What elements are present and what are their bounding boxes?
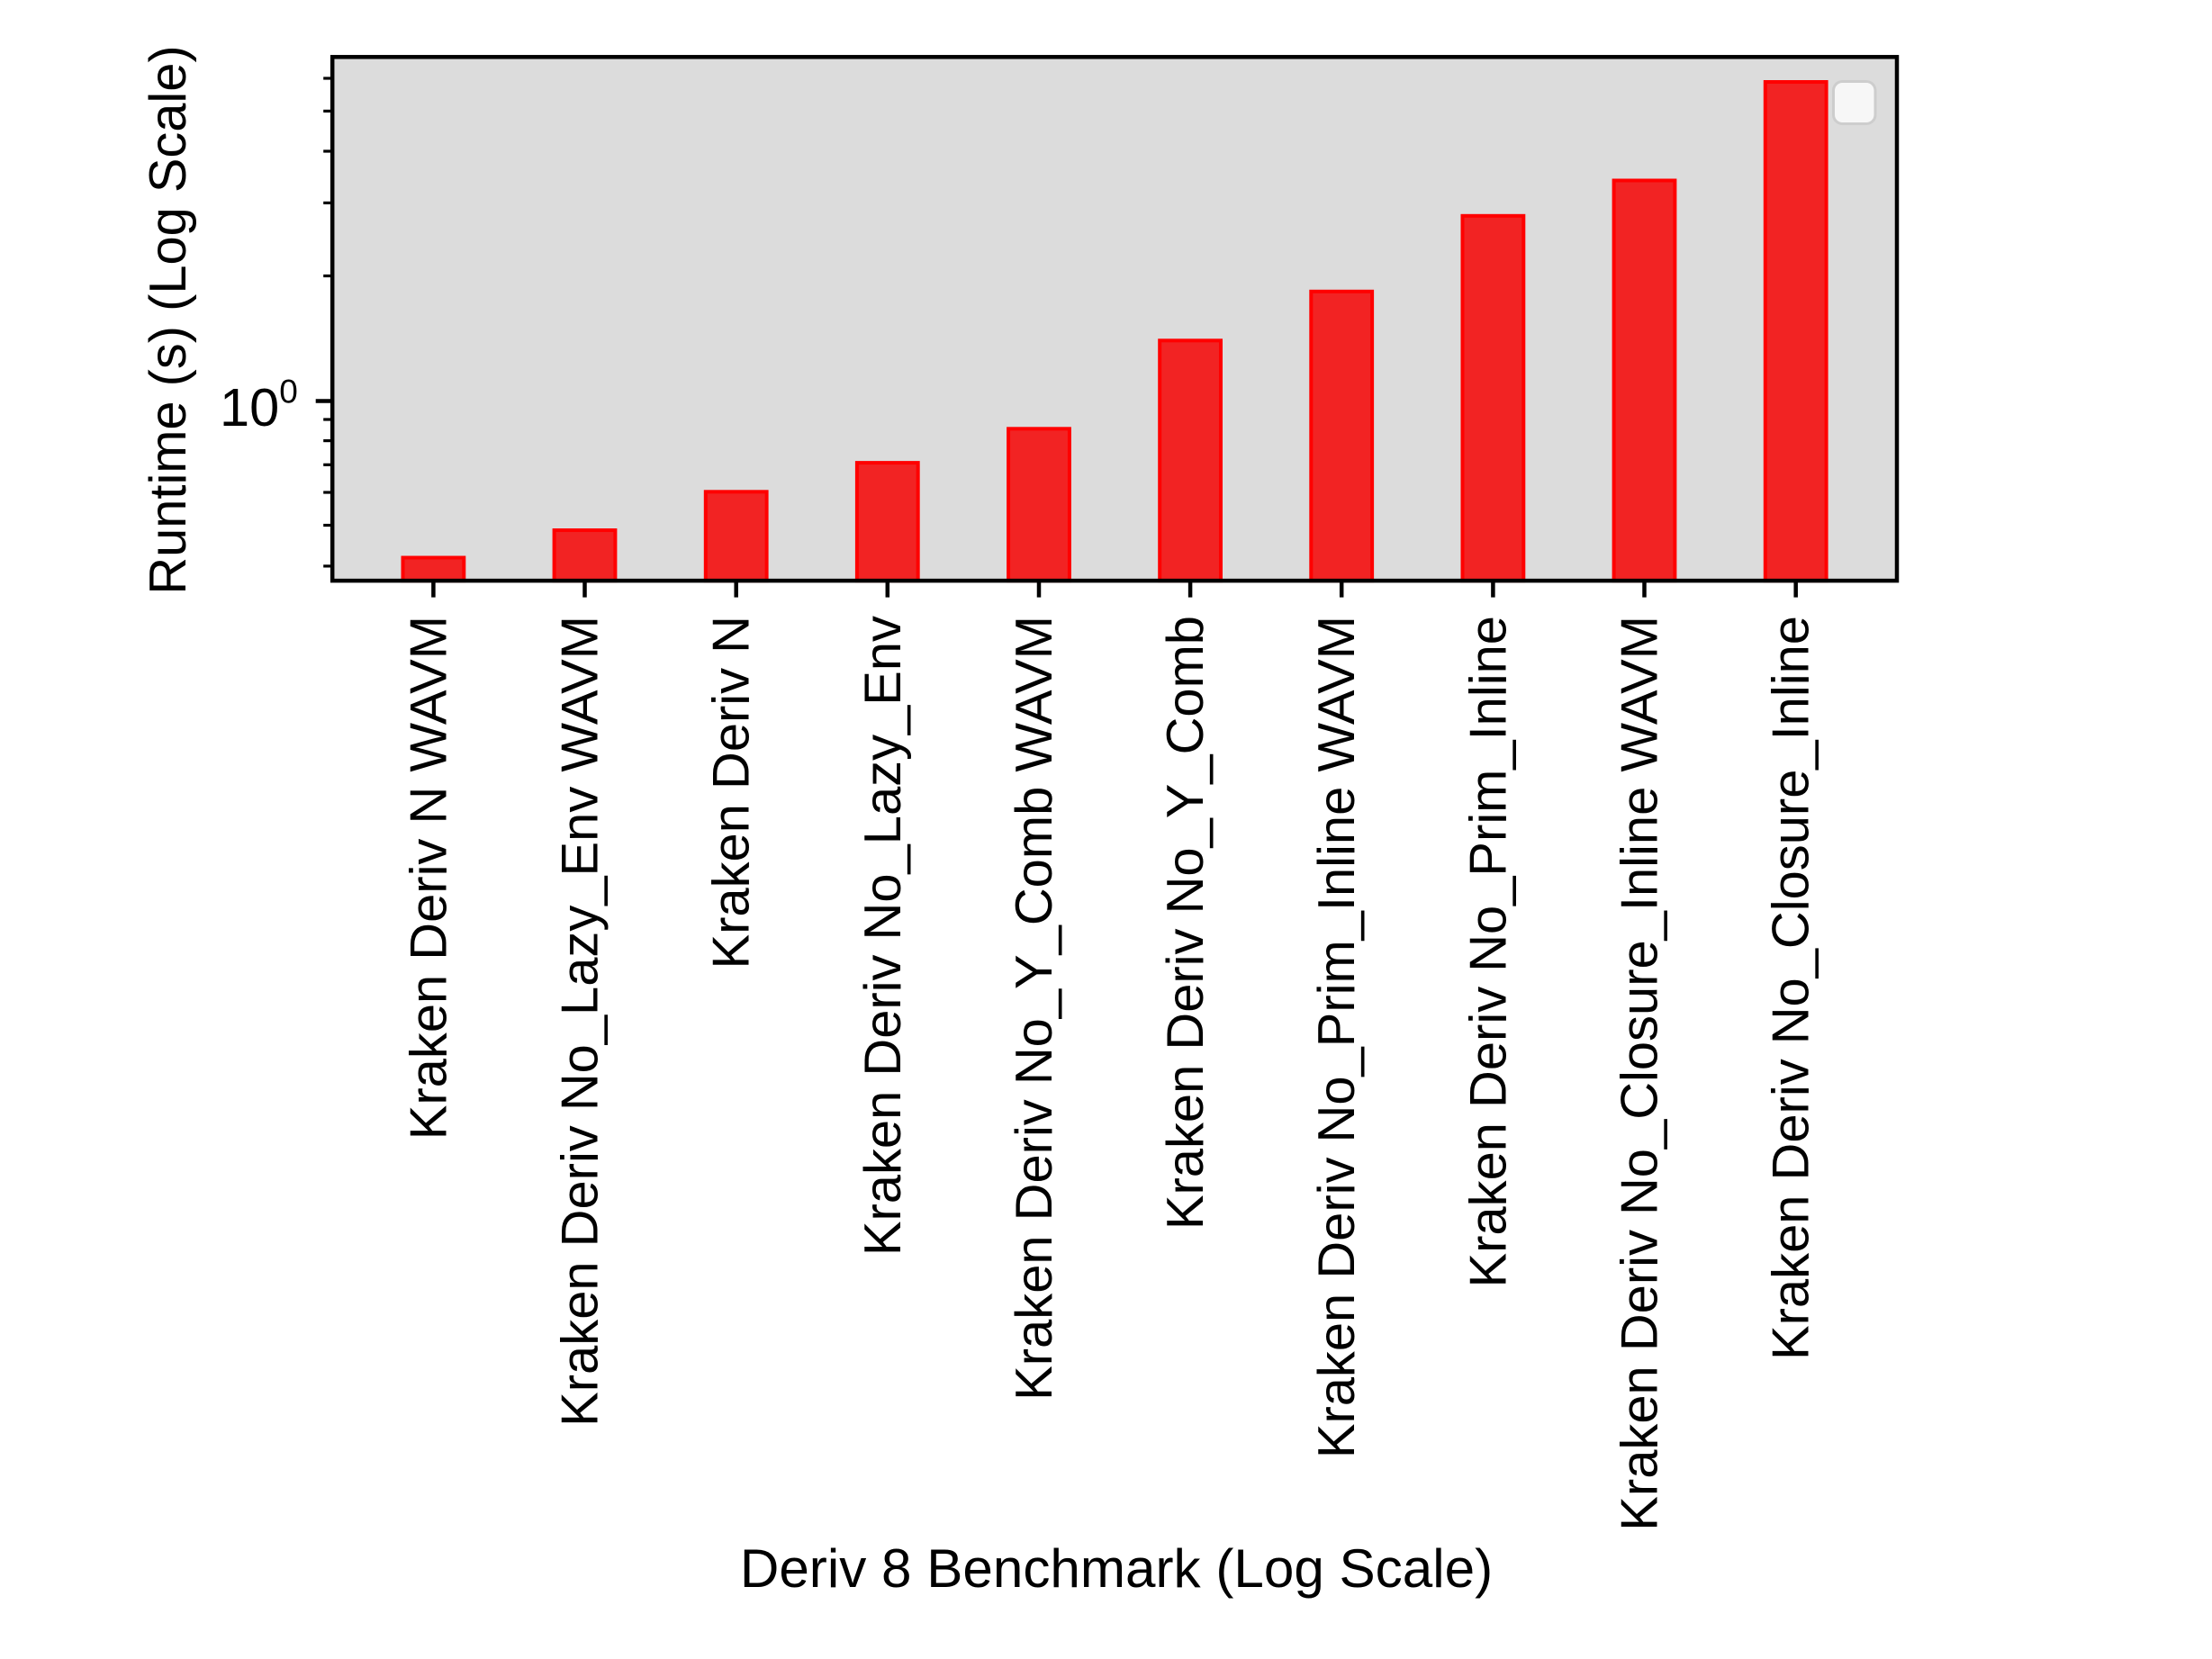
svg-text:Kraken Deriv No_Lazy_Env WAVM: Kraken Deriv No_Lazy_Env WAVM [552,616,609,1427]
svg-text:Kraken Deriv No_Closure_Inline: Kraken Deriv No_Closure_Inline WAVM [1612,616,1669,1531]
svg-text:Deriv 8 Benchmark (Log Scale): Deriv 8 Benchmark (Log Scale) [740,1538,1493,1599]
svg-text:Kraken Deriv N: Kraken Deriv N [703,616,761,969]
svg-text:Kraken Deriv No_Prim_Inline WA: Kraken Deriv No_Prim_Inline WAVM [1308,616,1366,1458]
svg-text:Runtime (s) (Log Scale): Runtime (s) (Log Scale) [140,45,197,594]
svg-text:Kraken Deriv N WAVM: Kraken Deriv N WAVM [400,616,457,1140]
svg-text:Kraken Deriv No_Y_Comb WAVM: Kraken Deriv No_Y_Comb WAVM [1006,616,1063,1401]
svg-text:Kraken Deriv No_Y_Comb: Kraken Deriv No_Y_Comb [1157,616,1214,1230]
svg-text:Kraken Deriv No_Lazy_Env: Kraken Deriv No_Lazy_Env [854,616,912,1256]
svg-text:Kraken Deriv No_Closure_Inline: Kraken Deriv No_Closure_Inline [1763,616,1820,1360]
svg-text:Kraken Deriv No_Prim_Inline: Kraken Deriv No_Prim_Inline [1459,616,1517,1287]
